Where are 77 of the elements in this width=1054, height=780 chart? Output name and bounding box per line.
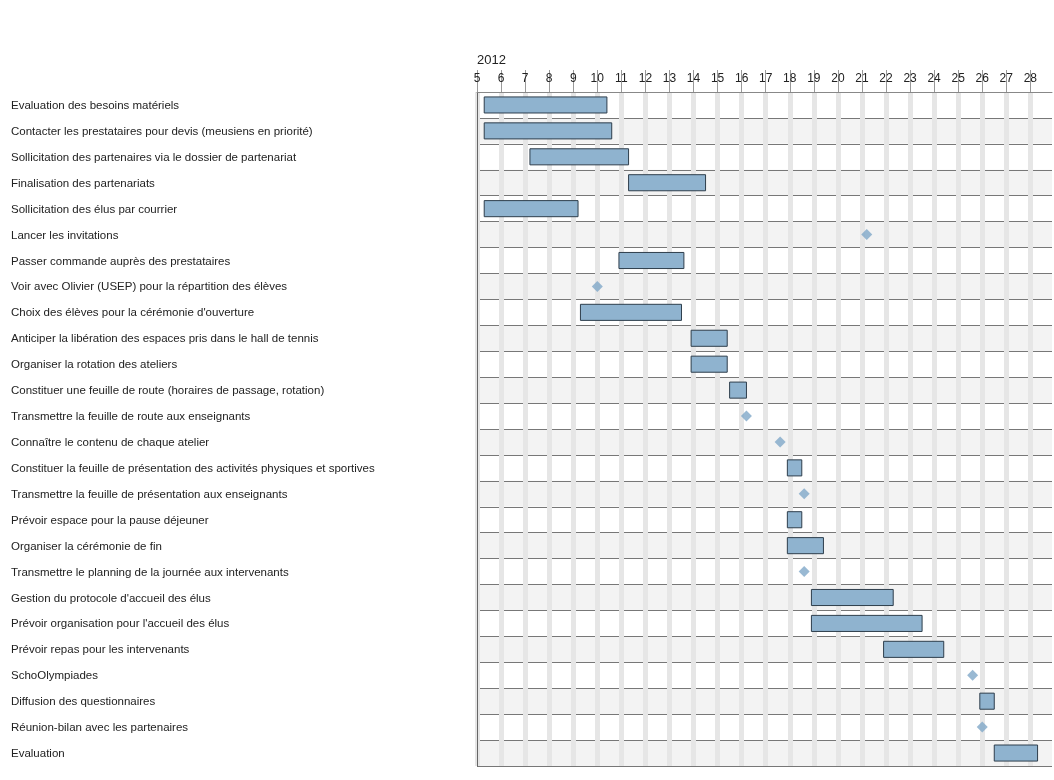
y-tick-label: Prévoir espace pour la pause déjeuner bbox=[11, 513, 209, 526]
bar bbox=[786, 511, 803, 529]
y-tick-label: Organiser la cérémonie de fin bbox=[11, 539, 162, 552]
point bbox=[798, 566, 810, 578]
y-tick-label: Lancer les invitations bbox=[11, 228, 119, 241]
x-tick-label: 20 bbox=[831, 71, 845, 85]
y-tick-label: Prévoir organisation pour l'accueil des élus bbox=[11, 617, 230, 630]
bar bbox=[483, 122, 613, 140]
bar bbox=[979, 692, 995, 710]
y-tick-label: Contacter les prestataires pour devis (meusiens en priorité) bbox=[11, 124, 313, 137]
bar bbox=[690, 329, 728, 347]
x-tick-label: 7 bbox=[521, 71, 529, 85]
x-tick-label: 23 bbox=[903, 71, 918, 85]
point bbox=[798, 488, 810, 500]
y-tick-label: Organiser la rotation des ateliers bbox=[11, 358, 178, 371]
x-tick-label: 15 bbox=[710, 71, 725, 85]
x-tick-label: 9 bbox=[569, 71, 577, 85]
bar bbox=[993, 744, 1039, 762]
y-tick-label: Anticiper la libération des espaces pris dans le hall de tennis bbox=[11, 332, 319, 345]
point bbox=[967, 669, 979, 681]
y-tick-label: Voir avec Olivier (USEP) pour la répartition des élèves bbox=[11, 280, 288, 293]
bar bbox=[810, 614, 923, 632]
bar bbox=[786, 537, 824, 555]
x-tick-label: 13 bbox=[662, 71, 677, 85]
x-tick-label: 17 bbox=[759, 71, 773, 85]
y-tick-label: Réunion-bilan avec les partenaires bbox=[11, 721, 189, 734]
x-tick-label: 26 bbox=[975, 71, 990, 85]
point bbox=[861, 229, 873, 241]
bar bbox=[529, 148, 630, 166]
x-tick-label: 25 bbox=[951, 71, 966, 85]
x-tick-label: 11 bbox=[615, 71, 628, 85]
x-axis-title: 2012 bbox=[477, 52, 506, 67]
x-tick-label: 19 bbox=[807, 71, 821, 85]
x-tick-label: 21 bbox=[855, 71, 869, 85]
y-tick-label: Constituer une feuille de route (horaires de passage, rotation) bbox=[11, 384, 325, 397]
y-tick-label: Choix des élèves pour la cérémonie d'ouverture bbox=[11, 306, 255, 319]
x-tick-label: 27 bbox=[999, 71, 1014, 85]
y-tick-label: Transmettre la feuille de présentation aux enseignants bbox=[11, 487, 288, 500]
y-tick-label: Diffusion des questionnaires bbox=[11, 695, 156, 708]
y-tick-label: Gestion du protocole d'accueil des élus bbox=[11, 591, 211, 604]
point bbox=[976, 721, 988, 733]
x-tick-label: 5 bbox=[473, 71, 481, 85]
x-tick-label: 18 bbox=[783, 71, 797, 85]
bar bbox=[579, 303, 682, 321]
bar bbox=[883, 640, 945, 658]
bar bbox=[618, 251, 685, 270]
y-tick-label: Prévoir repas pour les intervenants bbox=[11, 643, 190, 656]
bar bbox=[483, 200, 579, 218]
point bbox=[591, 280, 603, 292]
x-tick-label: 6 bbox=[497, 71, 505, 85]
y-tick-label: Sollicitation des partenaires via le dossier de partenariat bbox=[11, 150, 297, 163]
x-tick-label: 24 bbox=[927, 71, 942, 85]
bar bbox=[690, 355, 728, 373]
y-tick-label: Evaluation bbox=[11, 747, 65, 760]
bar bbox=[810, 588, 894, 607]
x-tick-label: 14 bbox=[686, 71, 701, 85]
point bbox=[774, 436, 786, 448]
x-tick-label: 22 bbox=[879, 71, 893, 85]
y-tick-label: Constituer la feuille de présentation des activités physiques et sportives bbox=[11, 461, 375, 474]
bar bbox=[729, 381, 747, 399]
bar bbox=[628, 174, 707, 192]
point bbox=[740, 410, 752, 422]
x-tick-label: 10 bbox=[590, 71, 605, 85]
bar bbox=[786, 459, 803, 477]
x-tick-label: 8 bbox=[545, 71, 553, 85]
y-tick-label: Passer commande auprès des prestataires bbox=[11, 254, 231, 267]
y-tick-label: Transmettre la feuille de route aux enseignants bbox=[11, 410, 251, 423]
x-tick-label: 28 bbox=[1023, 71, 1038, 85]
x-tick-label: 12 bbox=[638, 71, 653, 85]
y-tick-label: Sollicitation des élus par courrier bbox=[11, 202, 178, 215]
y-tick-label: Transmettre le planning de la journée aux intervenants bbox=[11, 565, 289, 578]
x-tick-label: 16 bbox=[734, 71, 749, 85]
y-tick-label: SchoOlympiades bbox=[11, 669, 99, 682]
bar bbox=[483, 96, 608, 114]
y-tick-label: Finalisation des partenariats bbox=[11, 176, 156, 189]
y-tick-label: Evaluation des besoins matériels bbox=[11, 98, 180, 111]
y-tick-label: Connaître le contenu de chaque atelier bbox=[11, 435, 210, 448]
